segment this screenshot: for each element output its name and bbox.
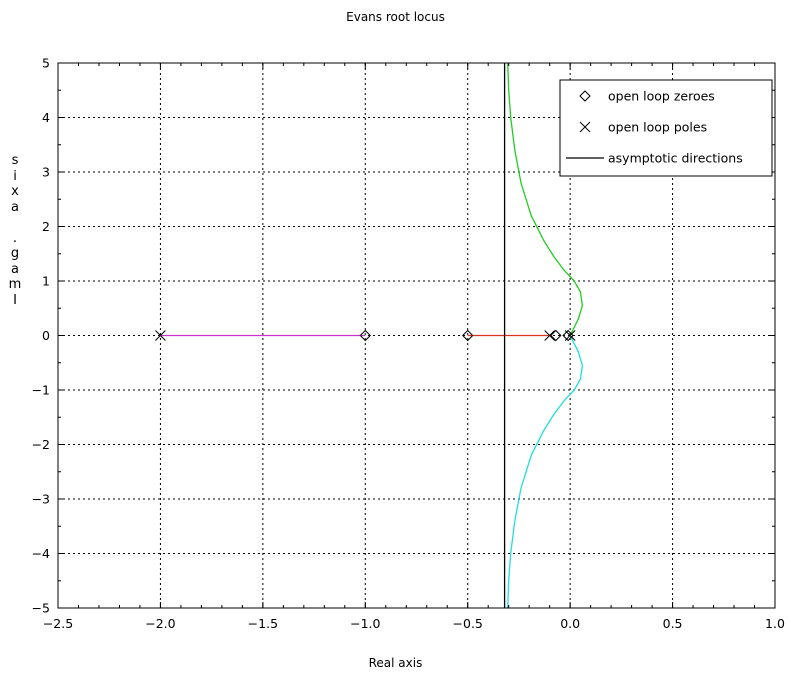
y-axis-label-char: m: [8, 277, 22, 292]
y-tick-label: 5: [42, 56, 50, 71]
y-tick-label: 1: [42, 274, 50, 289]
y-tick-label: 4: [42, 110, 50, 125]
x-mark-stroke: [155, 330, 166, 341]
y-tick-label: −4: [32, 546, 50, 561]
legend-box: [559, 79, 773, 177]
legend-label: asymptotic directions: [608, 151, 743, 166]
open-loop-pole-marker: [155, 330, 166, 341]
y-tick-label: −1: [32, 383, 50, 398]
open-loop-zero-marker: [550, 329, 562, 342]
y-tick-label: 2: [42, 219, 50, 234]
y-axis-label-char: x: [11, 184, 19, 199]
locus-branch: [507, 62, 584, 336]
legend-label: open loop zeroes: [608, 89, 715, 104]
y-axis-label-char: a: [11, 199, 19, 215]
y-tick-label: −3: [32, 492, 50, 507]
y-tick-label: 3: [42, 165, 50, 180]
chart-title: Evans root locus: [346, 10, 445, 24]
open-loop-zero-marker: [359, 329, 371, 342]
y-tick-label: 0: [42, 328, 50, 343]
axis-ticks: −2.5 −2.0 −1.5 −1.0 −0.5 0.0 0.5 1.0 −5 −4 −3 −2 −1 0…: [32, 56, 785, 632]
legend: open loop zeroes open loop poles asymptoti…: [559, 79, 773, 177]
y-axis-label-char: i: [13, 168, 17, 184]
x-tick-label: −1.5: [248, 616, 278, 631]
x-mark-stroke: [544, 330, 556, 341]
y-axis-label-char: .: [12, 230, 18, 246]
legend-zero-icon: [579, 90, 591, 102]
y-axis-label-char: I: [13, 292, 17, 308]
locus-branch: [507, 335, 584, 609]
x-tick-label: 0.5: [663, 616, 683, 631]
open-loop-pole-marker: [564, 330, 576, 341]
x-tick-label: 1.0: [765, 616, 785, 631]
x-tick-label: −1.0: [350, 616, 380, 631]
x-axis-label: Real axis: [368, 656, 423, 670]
y-tick-label: −2: [32, 437, 50, 452]
open-loop-pole-marker: [544, 330, 556, 341]
y-axis-label-char: a: [11, 261, 19, 277]
locus-branches: [160, 62, 584, 609]
open-loop-zero-marker: [462, 329, 474, 342]
x-tick-label: −2.0: [145, 616, 175, 631]
x-tick-label: −2.5: [43, 616, 73, 631]
markers: [155, 329, 576, 342]
x-mark-stroke: [564, 330, 576, 341]
x-tick-label: −0.5: [453, 616, 483, 631]
y-axis-label-char: g: [10, 246, 20, 261]
x-tick-label: 0.0: [560, 616, 580, 631]
y-axis-label: s i x a . g a m I: [8, 153, 22, 308]
y-tick-label: −5: [32, 601, 50, 616]
y-axis-label-char: s: [11, 153, 19, 168]
legend-pole-icon: [579, 121, 591, 133]
legend-label: open loop poles: [608, 120, 707, 135]
x-mark-stroke: [579, 121, 591, 133]
